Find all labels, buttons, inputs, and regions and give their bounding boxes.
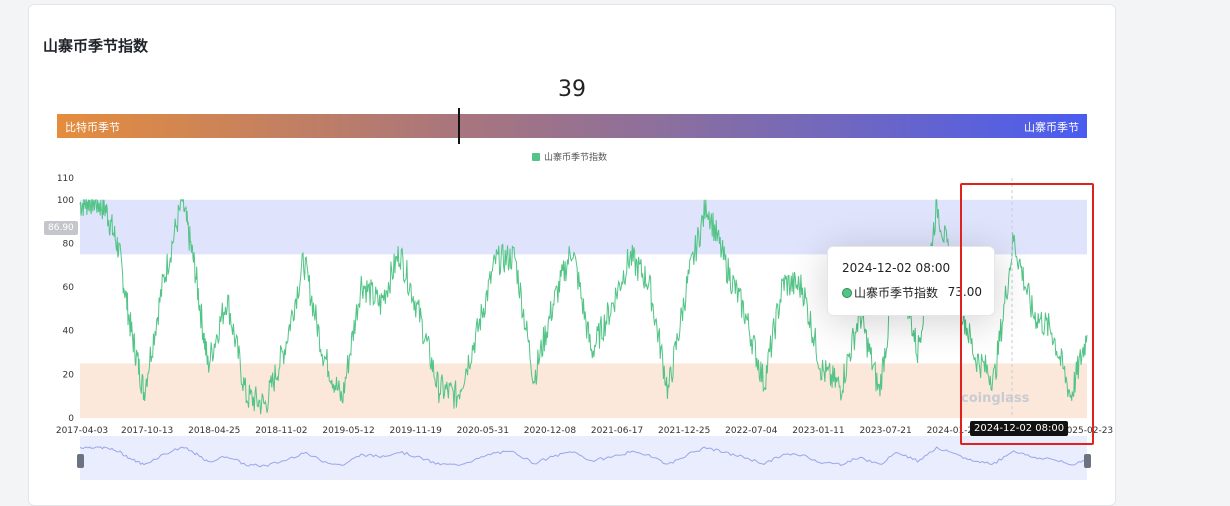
altcoin-season-label: 山寨币季节 xyxy=(1024,121,1079,134)
altcoin-season-card: 山寨币季节指数 39 比特币季节 山寨币季节 山寨币季节指数 0 20 40 60 80 1… xyxy=(28,4,1116,506)
x-tick-label: 2020-05-31 xyxy=(457,426,509,436)
y-tick-label: 100 xyxy=(57,196,74,206)
crosshair-y-label: 86.90 xyxy=(44,221,78,235)
x-tick-label: 2025-02-23 xyxy=(1061,426,1113,436)
x-tick-label: 2023-01-11 xyxy=(792,426,844,436)
coinglass-watermark: coinglass xyxy=(961,391,1030,406)
x-tick-label: 2017-04-03 xyxy=(56,426,108,436)
y-tick-label: 110 xyxy=(57,174,74,184)
index-series-line xyxy=(79,198,1088,415)
x-tick-label: 2019-11-19 xyxy=(390,426,443,436)
navigator-background xyxy=(80,436,1087,480)
index-chart[interactable]: 山寨币季节指数 0 20 40 60 80 100 110 2017-04-03 2017-10-… xyxy=(29,5,1115,489)
chart-tooltip: 2024-12-02 08:00 山寨币季节指数 73.00 xyxy=(827,246,995,316)
tooltip-date: 2024-12-02 08:00 xyxy=(842,261,951,275)
y-tick-label: 0 xyxy=(68,414,74,424)
highlight-box xyxy=(960,183,1094,445)
y-tick-label: 80 xyxy=(63,239,75,249)
tooltip-value: 73.00 xyxy=(947,285,982,299)
tooltip-series-name: 山寨币季节指数 xyxy=(854,286,939,300)
x-tick-label: 2018-11-02 xyxy=(255,426,307,436)
altcoin-season-band xyxy=(80,199,1087,255)
legend-label: 山寨币季节指数 xyxy=(544,151,607,163)
y-tick-label: 60 xyxy=(63,283,75,293)
x-tick-label: 2017-10-13 xyxy=(121,426,173,436)
legend-swatch xyxy=(532,153,540,161)
x-tick-label: 2021-12-25 xyxy=(658,426,710,436)
x-tick-label: 2020-12-08 xyxy=(524,426,577,436)
navigator-right-handle xyxy=(1084,454,1091,468)
card-title: 山寨币季节指数 xyxy=(43,37,149,55)
x-tick-label: 2024-01-28 xyxy=(927,426,980,436)
x-tick-label: 2021-06-17 xyxy=(591,426,643,436)
x-tick-label: 2022-07-04 xyxy=(725,426,778,436)
bitcoin-season-label: 比特币季节 xyxy=(65,121,120,134)
x-tick-label: 2018-04-25 xyxy=(188,426,240,436)
season-scale-bar: 比特币季节 山寨币季节 xyxy=(57,114,1087,138)
y-tick-label: 40 xyxy=(63,327,75,337)
x-tick-label: 2019-05-12 xyxy=(322,426,374,436)
x-tick-label: 2023-07-21 xyxy=(859,426,911,436)
bitcoin-season-band xyxy=(80,363,1087,418)
y-tick-label: 20 xyxy=(63,370,75,380)
crosshair-x-label: 2024-12-02 08:00 xyxy=(970,421,1069,436)
series-dot-icon xyxy=(842,288,852,298)
navigator-left-handle xyxy=(77,454,84,468)
scale-marker xyxy=(458,108,460,144)
index-value: 39 xyxy=(558,77,586,102)
navigator-line xyxy=(79,446,1088,468)
